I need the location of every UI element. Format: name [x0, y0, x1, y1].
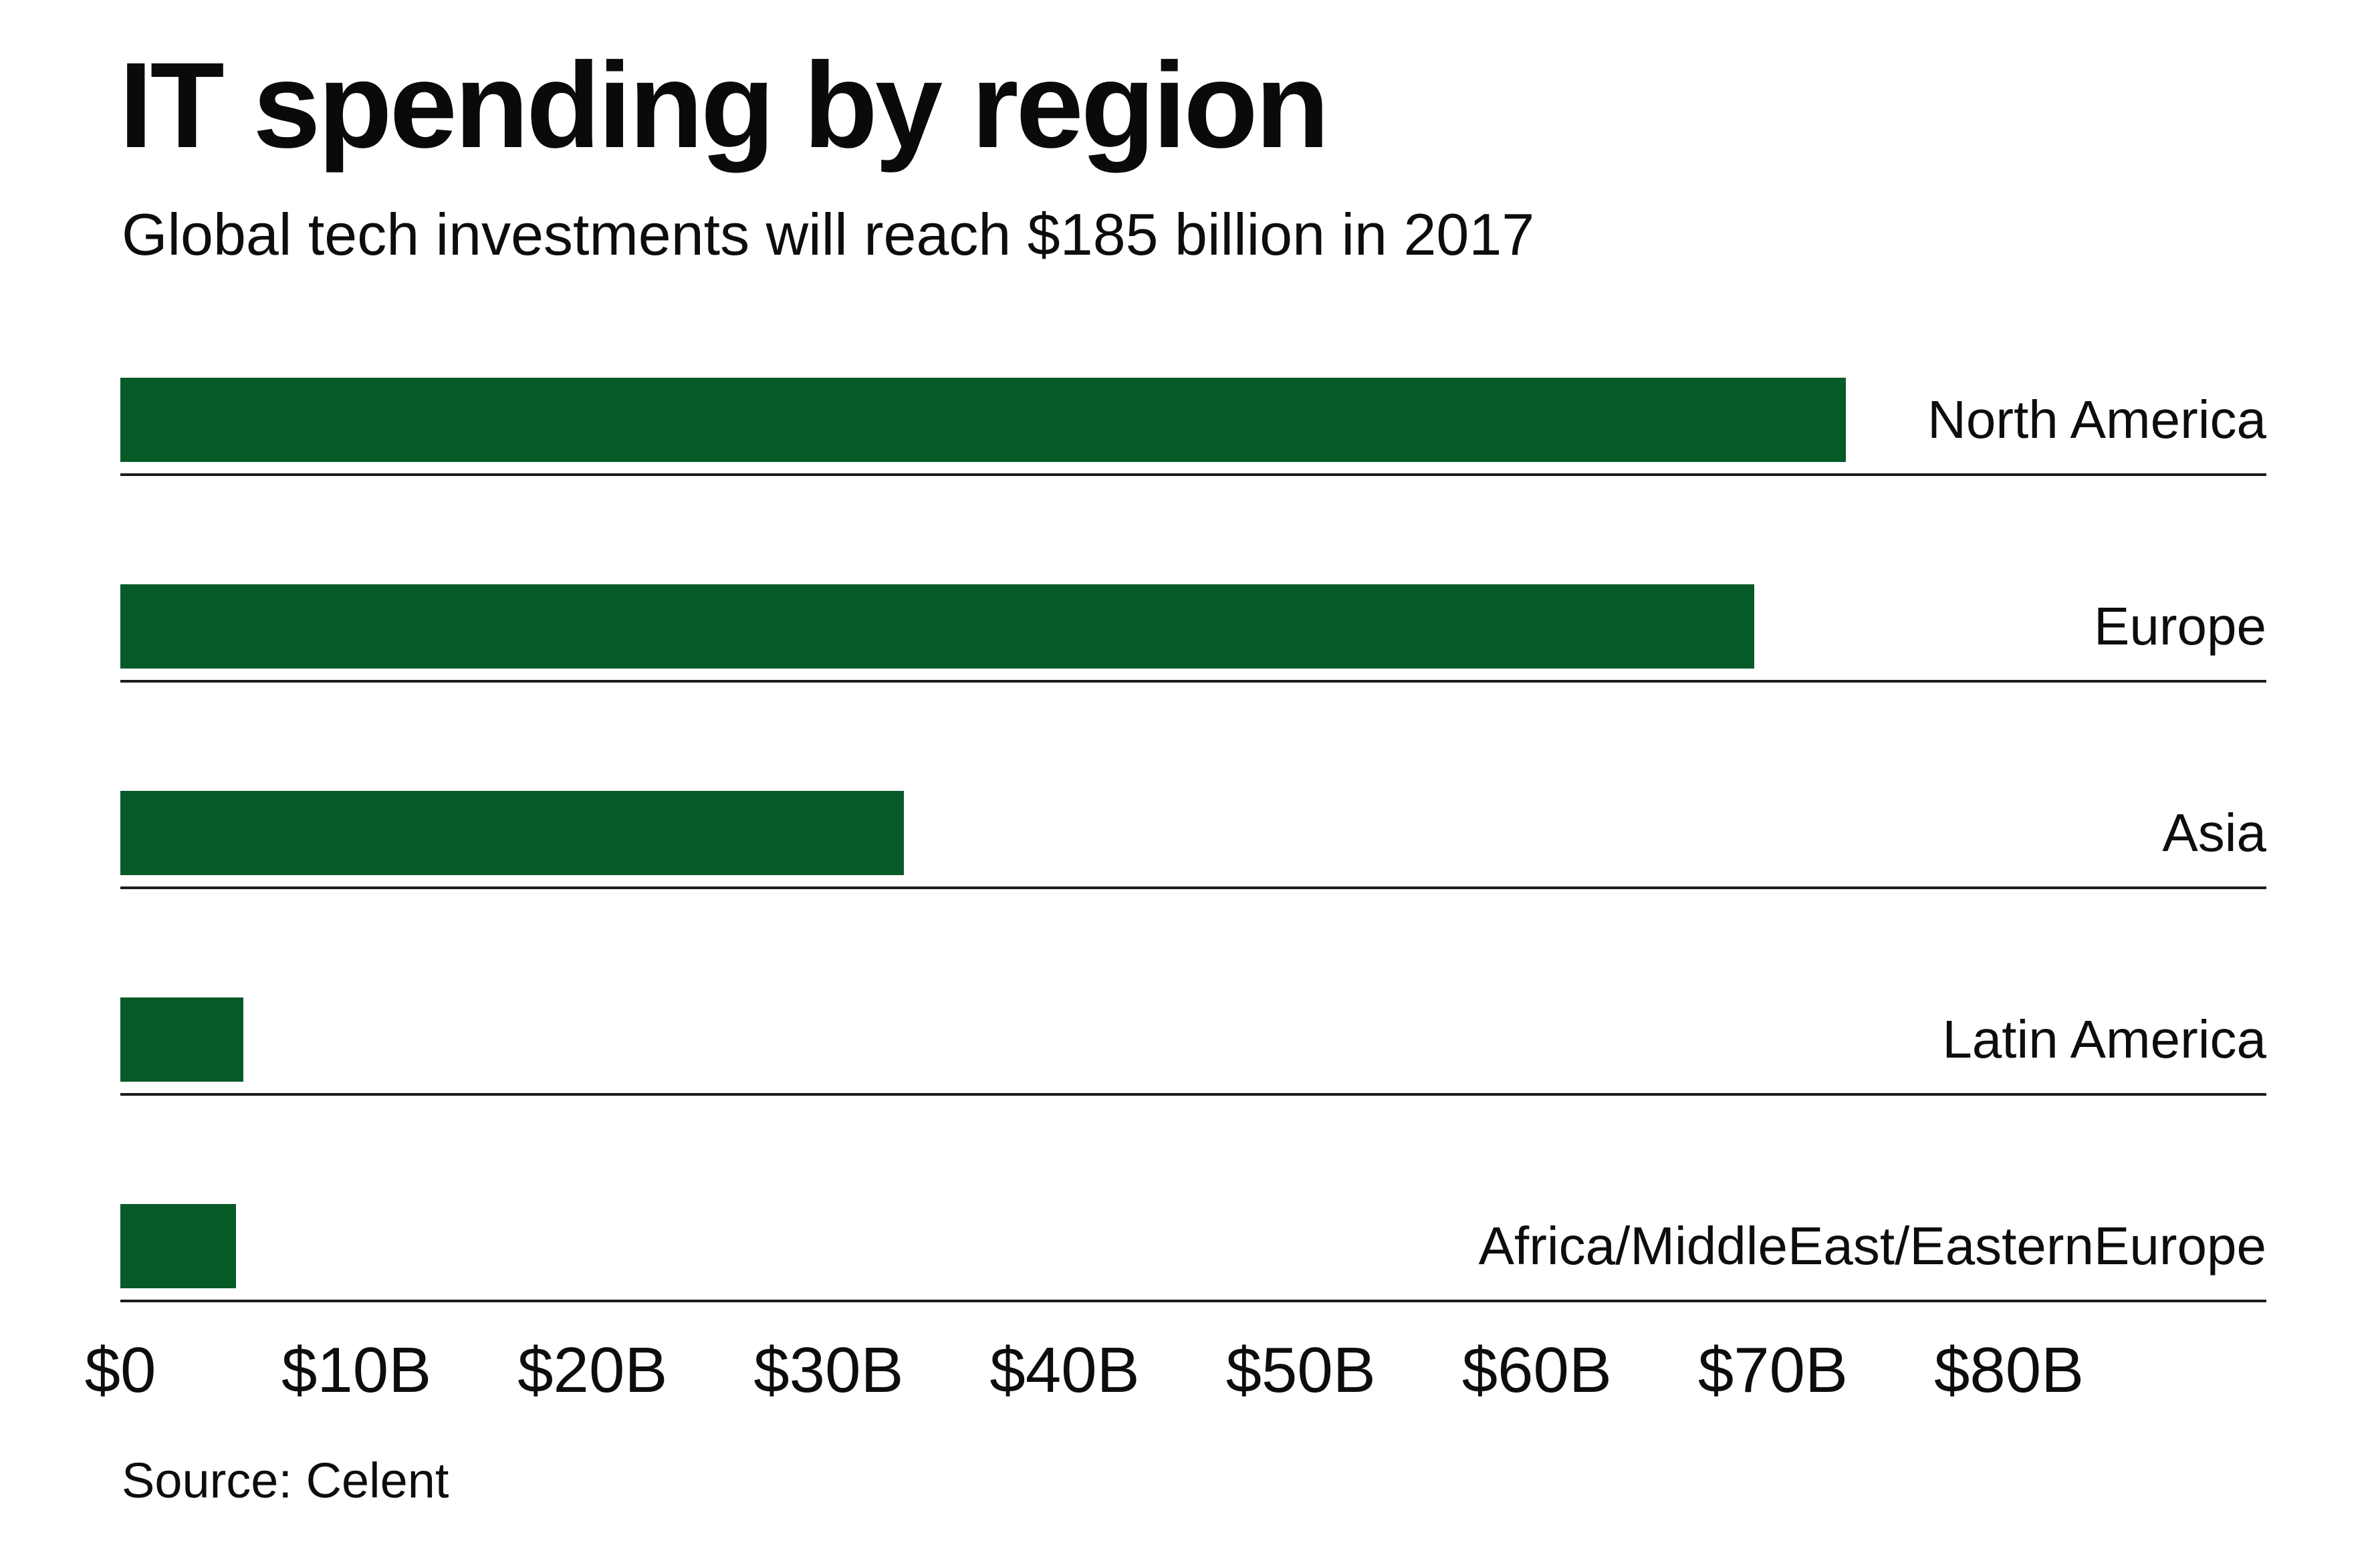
bar-label: Asia	[2162, 803, 2266, 862]
bar-europe	[120, 584, 1754, 669]
x-axis-tick-label: $30B	[753, 1334, 904, 1406]
row-baseline	[120, 1093, 2266, 1096]
x-axis-tick-label: $40B	[989, 1334, 1140, 1406]
chart-subtitle: Global tech investments will reach $185 …	[122, 201, 1535, 267]
x-axis-tick-label: $80B	[1933, 1334, 2085, 1406]
x-axis-tick-label: $10B	[281, 1334, 432, 1406]
x-axis-tick-label: $20B	[517, 1334, 668, 1406]
x-axis-tick-label: $60B	[1461, 1334, 1612, 1406]
x-axis-tick-label: $70B	[1697, 1334, 1849, 1406]
chart-row: Latin America	[120, 981, 2266, 1187]
bar-asia	[120, 791, 905, 875]
x-axis-tick-label: $50B	[1225, 1334, 1376, 1406]
row-baseline	[120, 680, 2266, 683]
row-baseline	[120, 886, 2266, 889]
chart-row: Europe	[120, 568, 2266, 774]
bar-north-america	[120, 378, 1847, 462]
bar-chart-plot-area: North America Europe Asia Latin America Afri…	[120, 361, 2266, 1394]
bar-africa-middleeast-easterneurope	[120, 1204, 237, 1288]
source-note: Source: Celent	[122, 1453, 449, 1508]
x-axis-tick-label: $0	[84, 1334, 156, 1406]
bar-label: Europe	[2094, 596, 2266, 656]
chart-row: Asia	[120, 774, 2266, 981]
chart-title: IT spending by region	[119, 37, 1330, 173]
chart-row: North America	[120, 361, 2266, 568]
bar-label: Africa/MiddleEast/EasternEurope	[1478, 1216, 2266, 1276]
bar-label: North America	[1927, 390, 2266, 449]
x-axis: $0 $10B $20B $30B $40B $50B $60B $70B $80B	[85, 1334, 2266, 1427]
bar-latin-america	[120, 997, 243, 1082]
row-baseline	[120, 473, 2266, 476]
row-baseline	[120, 1300, 2266, 1302]
chart-row: Africa/MiddleEast/EasternEurope	[120, 1187, 2266, 1394]
bar-label: Latin America	[1942, 1009, 2266, 1069]
